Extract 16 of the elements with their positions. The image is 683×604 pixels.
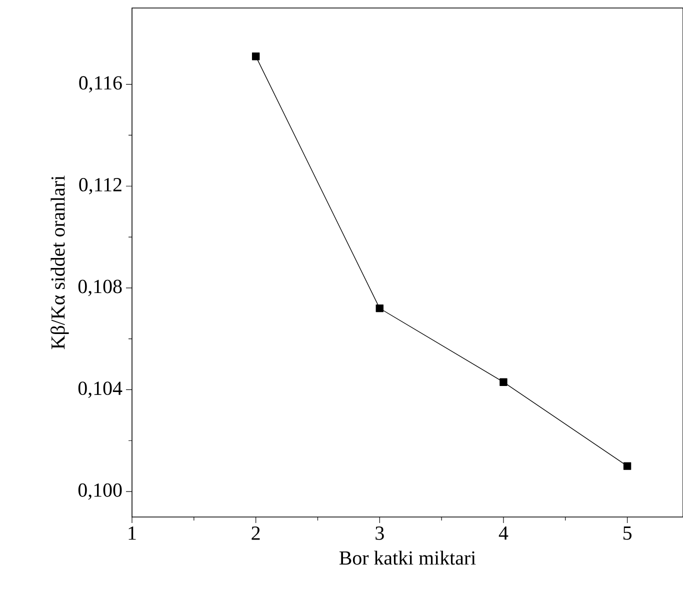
point bbox=[500, 378, 508, 386]
point bbox=[376, 304, 384, 312]
y-tick-label: 0,100 bbox=[78, 483, 122, 500]
point bbox=[623, 462, 632, 470]
y-tick-label: 0,112 bbox=[79, 178, 122, 194]
x-tick-label: 3 bbox=[376, 526, 384, 540]
y-tick-label: 0,108 bbox=[78, 280, 122, 296]
y-axis-title: Kβ/Kα siddet oranlari bbox=[50, 176, 69, 350]
x-tick-label: 1 bbox=[128, 526, 136, 540]
y-tick-label: 0,116 bbox=[79, 76, 122, 92]
y-tick-label: 0,104 bbox=[78, 382, 122, 398]
point bbox=[252, 52, 260, 60]
x-tick-label: 5 bbox=[623, 526, 632, 540]
x-axis-title: Bor katki miktari bbox=[339, 550, 476, 565]
x-tick-label: 4 bbox=[498, 526, 508, 540]
x-tick-label: 2 bbox=[252, 526, 260, 540]
